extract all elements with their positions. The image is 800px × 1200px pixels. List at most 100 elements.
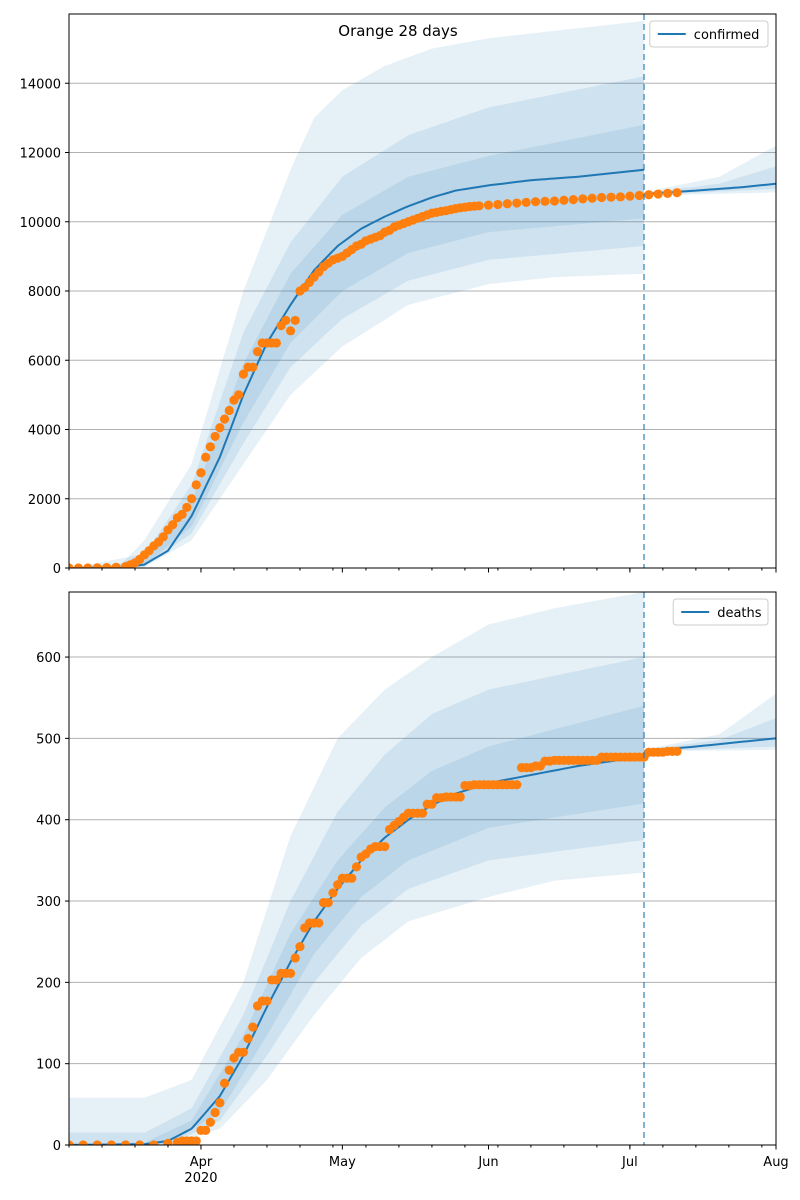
observed-point [224,405,234,416]
legend: confirmed [649,20,769,48]
observed-point [111,562,121,568]
observed-point [92,1140,102,1145]
observed-point [606,192,616,202]
observed-point [380,841,390,852]
plot-frame [68,13,777,569]
observed-point [234,390,244,400]
y-tick-label: 4000 [28,424,61,439]
uncertainty-band [69,20,644,568]
chart-title: Orange 28 days [338,22,458,40]
observed-point [634,190,644,201]
observed-point [135,1140,145,1145]
uncertainty-band [69,124,644,568]
observed-point [347,873,357,883]
observed-point [417,808,428,818]
legend-box [672,598,769,626]
observed-point [186,494,197,504]
observed-point [168,520,178,530]
observed-point [69,563,74,568]
y-tick-label: 12000 [20,147,61,162]
observed-point [540,196,550,206]
observed-point [83,563,93,568]
observed-point [78,1140,88,1145]
observed-point [219,414,230,424]
x-tick-label: Aug [763,1155,788,1170]
y-tick-label: 0 [53,562,61,577]
observed-point [210,1107,220,1118]
observed-point [559,195,569,205]
x-tick-label: Jun [477,1155,498,1170]
observed-point [615,192,626,202]
observed-point [285,326,296,336]
observed-point [587,193,597,203]
legend: deaths [672,598,769,626]
observed-point [149,1140,159,1145]
observed-point [215,1098,225,1108]
observed-point [290,315,300,326]
forecast-band [644,718,776,752]
observed-point [106,1140,117,1145]
observed-point [662,188,673,198]
y-tick-label: 0 [53,1139,61,1154]
plot-area [69,20,776,568]
forecast-band [644,145,776,196]
x-tick-sublabel: 2020 [184,1171,217,1186]
observed-point [653,189,663,199]
uncertainty-band [69,657,644,1145]
observed-point [672,188,682,198]
observed-point [512,198,522,208]
observed-point [201,1125,211,1135]
model-line [69,168,645,568]
observed-point [672,746,682,756]
y-tick-label: 14000 [20,77,61,92]
observed-point [201,452,211,462]
observed-point [455,792,465,802]
observed-point [177,509,187,519]
observed-point [248,1022,258,1032]
observed-point [427,799,437,809]
y-tick-label: 500 [36,732,61,747]
y-tick-label: 6000 [28,354,61,369]
uncertainty-band [69,705,644,1145]
legend-box [649,20,769,48]
y-tick-label: 200 [36,976,61,991]
observed-point [281,315,291,326]
observed-point [285,968,296,979]
observed-point [191,1136,201,1145]
observed-point [531,197,541,207]
observed-point [521,197,531,207]
observed-point [625,191,635,201]
observed-point [69,1140,74,1145]
observed-point [512,780,522,790]
observed-point [205,442,215,452]
observed-point [502,199,512,209]
observed-point [102,563,112,568]
observed-point [295,941,305,952]
y-tick-label: 8000 [28,285,61,300]
observed-point [323,898,333,908]
x-tick-label: Jul [621,1155,638,1170]
observed-point [483,200,494,210]
observed-point [262,996,272,1006]
observed-point [549,196,560,206]
legend-label: confirmed [694,28,760,43]
observed-point [92,563,102,568]
observed-point [243,1033,253,1044]
y-tick-label: 100 [36,1058,61,1073]
x-tick-label: May [329,1155,356,1170]
x-tick-label: Apr [190,1155,213,1170]
y-tick-label: 400 [36,814,61,829]
y-tick-label: 600 [36,651,61,666]
forecast-band [644,693,776,752]
observed-point [158,532,168,542]
observed-point [314,918,324,928]
legend-label: deaths [717,606,762,621]
observed-point [474,201,484,211]
observed-point [248,362,258,372]
observed-point [163,1138,173,1145]
observed-point [191,480,201,490]
observed-point [120,1140,131,1145]
y-tick-label: 10000 [20,216,61,231]
